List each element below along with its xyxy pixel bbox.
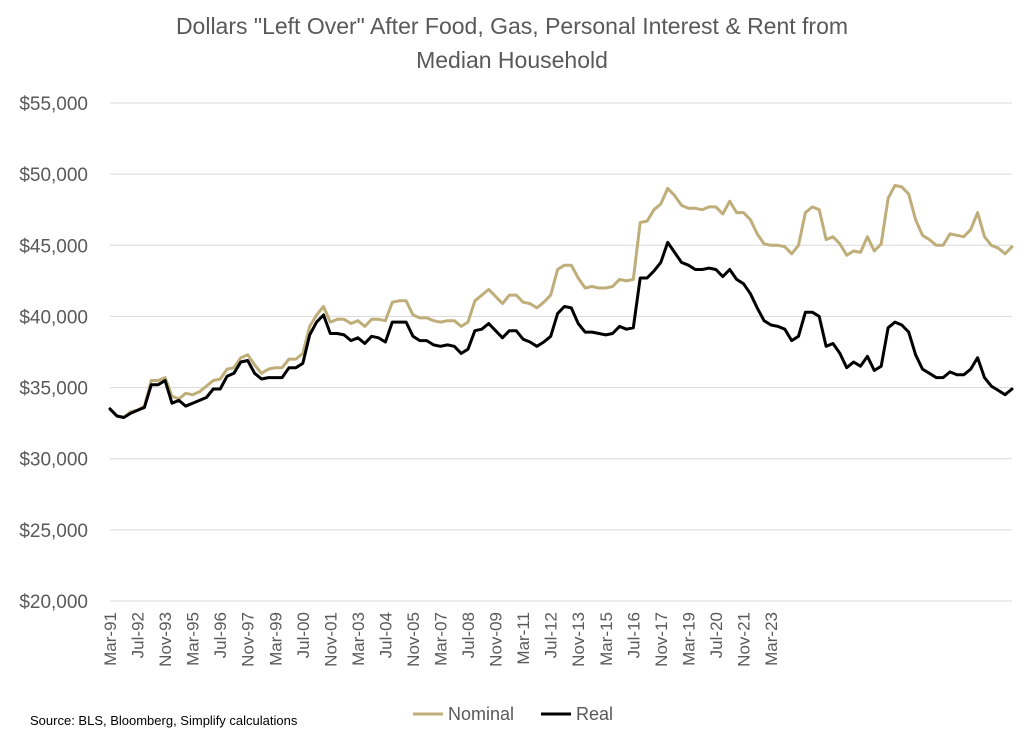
series-lines	[108, 184, 1014, 419]
legend-label-nominal: Nominal	[448, 704, 514, 724]
y-tick-label: $45,000	[19, 236, 88, 257]
x-tick-label: Jul-08	[459, 612, 478, 658]
y-tick-label: $40,000	[19, 307, 88, 328]
gridlines	[110, 102, 1012, 602]
y-tick-label: $30,000	[19, 450, 88, 471]
x-tick-label: Mar-99	[266, 612, 285, 666]
y-tick-label: $50,000	[19, 165, 88, 186]
x-tick-label: Nov-05	[404, 612, 423, 667]
x-tick-label: Mar-19	[679, 612, 698, 666]
x-tick-label: Mar-07	[432, 612, 451, 666]
x-tick-label: Nov-93	[156, 612, 175, 667]
x-tick-label: Jul-92	[129, 612, 148, 658]
chart-title-line-1: Dollars "Left Over" After Food, Gas, Per…	[176, 13, 848, 39]
x-axis-ticks: Mar-91 Jul-92 Nov-93 Mar-95 Jul-96 Nov-97 Mar-…	[101, 612, 781, 667]
x-tick-label: Jul-16	[624, 612, 643, 658]
series-line-nominal	[108, 184, 1014, 419]
legend: Nominal Real	[413, 704, 613, 724]
x-tick-label: Mar-23	[762, 612, 781, 666]
source-note: Source: BLS, Bloomberg, Simplify calcula…	[30, 713, 298, 728]
chart-title-line-2: Median Household	[416, 47, 608, 73]
y-tick-label: $20,000	[19, 592, 88, 613]
x-tick-label: Nov-17	[652, 612, 671, 667]
x-tick-label: Nov-21	[734, 612, 753, 667]
y-axis-ticks: $20,000 $25,000 $30,000 $35,000 $40,000 $45,0…	[19, 94, 88, 613]
x-tick-label: Mar-91	[101, 612, 120, 666]
series-line-real	[108, 240, 1014, 419]
x-tick-label: Jul-04	[376, 612, 395, 658]
x-tick-label: Jul-12	[542, 612, 561, 658]
y-tick-label: $25,000	[19, 521, 88, 542]
y-tick-label: $55,000	[19, 94, 88, 115]
x-tick-label: Nov-13	[569, 612, 588, 667]
x-tick-label: Jul-20	[707, 612, 726, 658]
x-tick-label: Nov-01	[321, 612, 340, 667]
x-tick-label: Jul-96	[211, 612, 230, 658]
x-tick-label: Nov-09	[487, 612, 506, 667]
x-tick-label: Mar-03	[349, 612, 368, 666]
x-tick-label: Mar-15	[597, 612, 616, 666]
x-tick-label: Mar-95	[184, 612, 203, 666]
x-tick-label: Jul-00	[294, 612, 313, 658]
x-tick-label: Nov-97	[239, 612, 258, 667]
y-tick-label: $35,000	[19, 379, 88, 400]
legend-label-real: Real	[576, 704, 613, 724]
x-tick-label: Mar-11	[514, 612, 533, 665]
